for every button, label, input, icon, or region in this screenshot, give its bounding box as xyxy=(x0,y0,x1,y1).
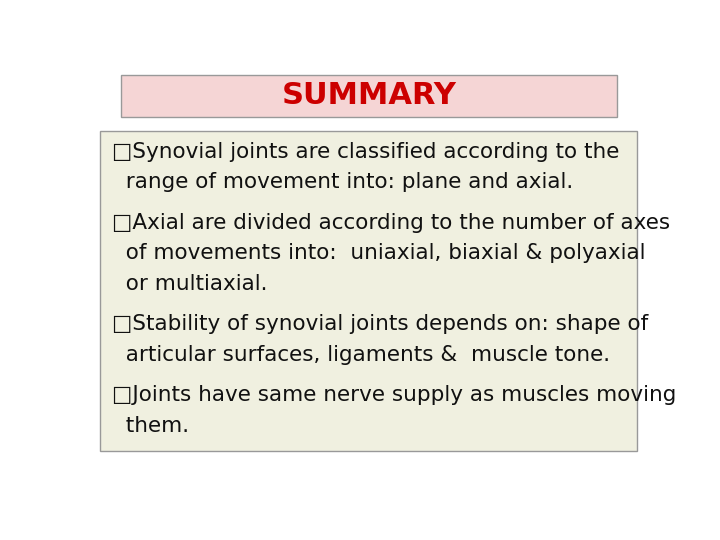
Text: range of movement into: plane and axial.: range of movement into: plane and axial. xyxy=(112,172,574,192)
Text: of movements into:  uniaxial, biaxial & polyaxial: of movements into: uniaxial, biaxial & p… xyxy=(112,243,646,263)
Text: □Stability of synovial joints depends on: shape of: □Stability of synovial joints depends on… xyxy=(112,314,649,334)
FancyBboxPatch shape xyxy=(100,131,637,451)
Text: them.: them. xyxy=(112,416,189,436)
Text: articular surfaces, ligaments &  muscle tone.: articular surfaces, ligaments & muscle t… xyxy=(112,345,611,364)
Text: □Synovial joints are classified according to the: □Synovial joints are classified accordin… xyxy=(112,141,620,161)
Text: □Axial are divided according to the number of axes: □Axial are divided according to the numb… xyxy=(112,213,670,233)
Text: SUMMARY: SUMMARY xyxy=(282,82,456,111)
Text: or multiaxial.: or multiaxial. xyxy=(112,274,268,294)
Text: □Joints have same nerve supply as muscles moving: □Joints have same nerve supply as muscle… xyxy=(112,386,677,406)
FancyBboxPatch shape xyxy=(121,75,617,117)
